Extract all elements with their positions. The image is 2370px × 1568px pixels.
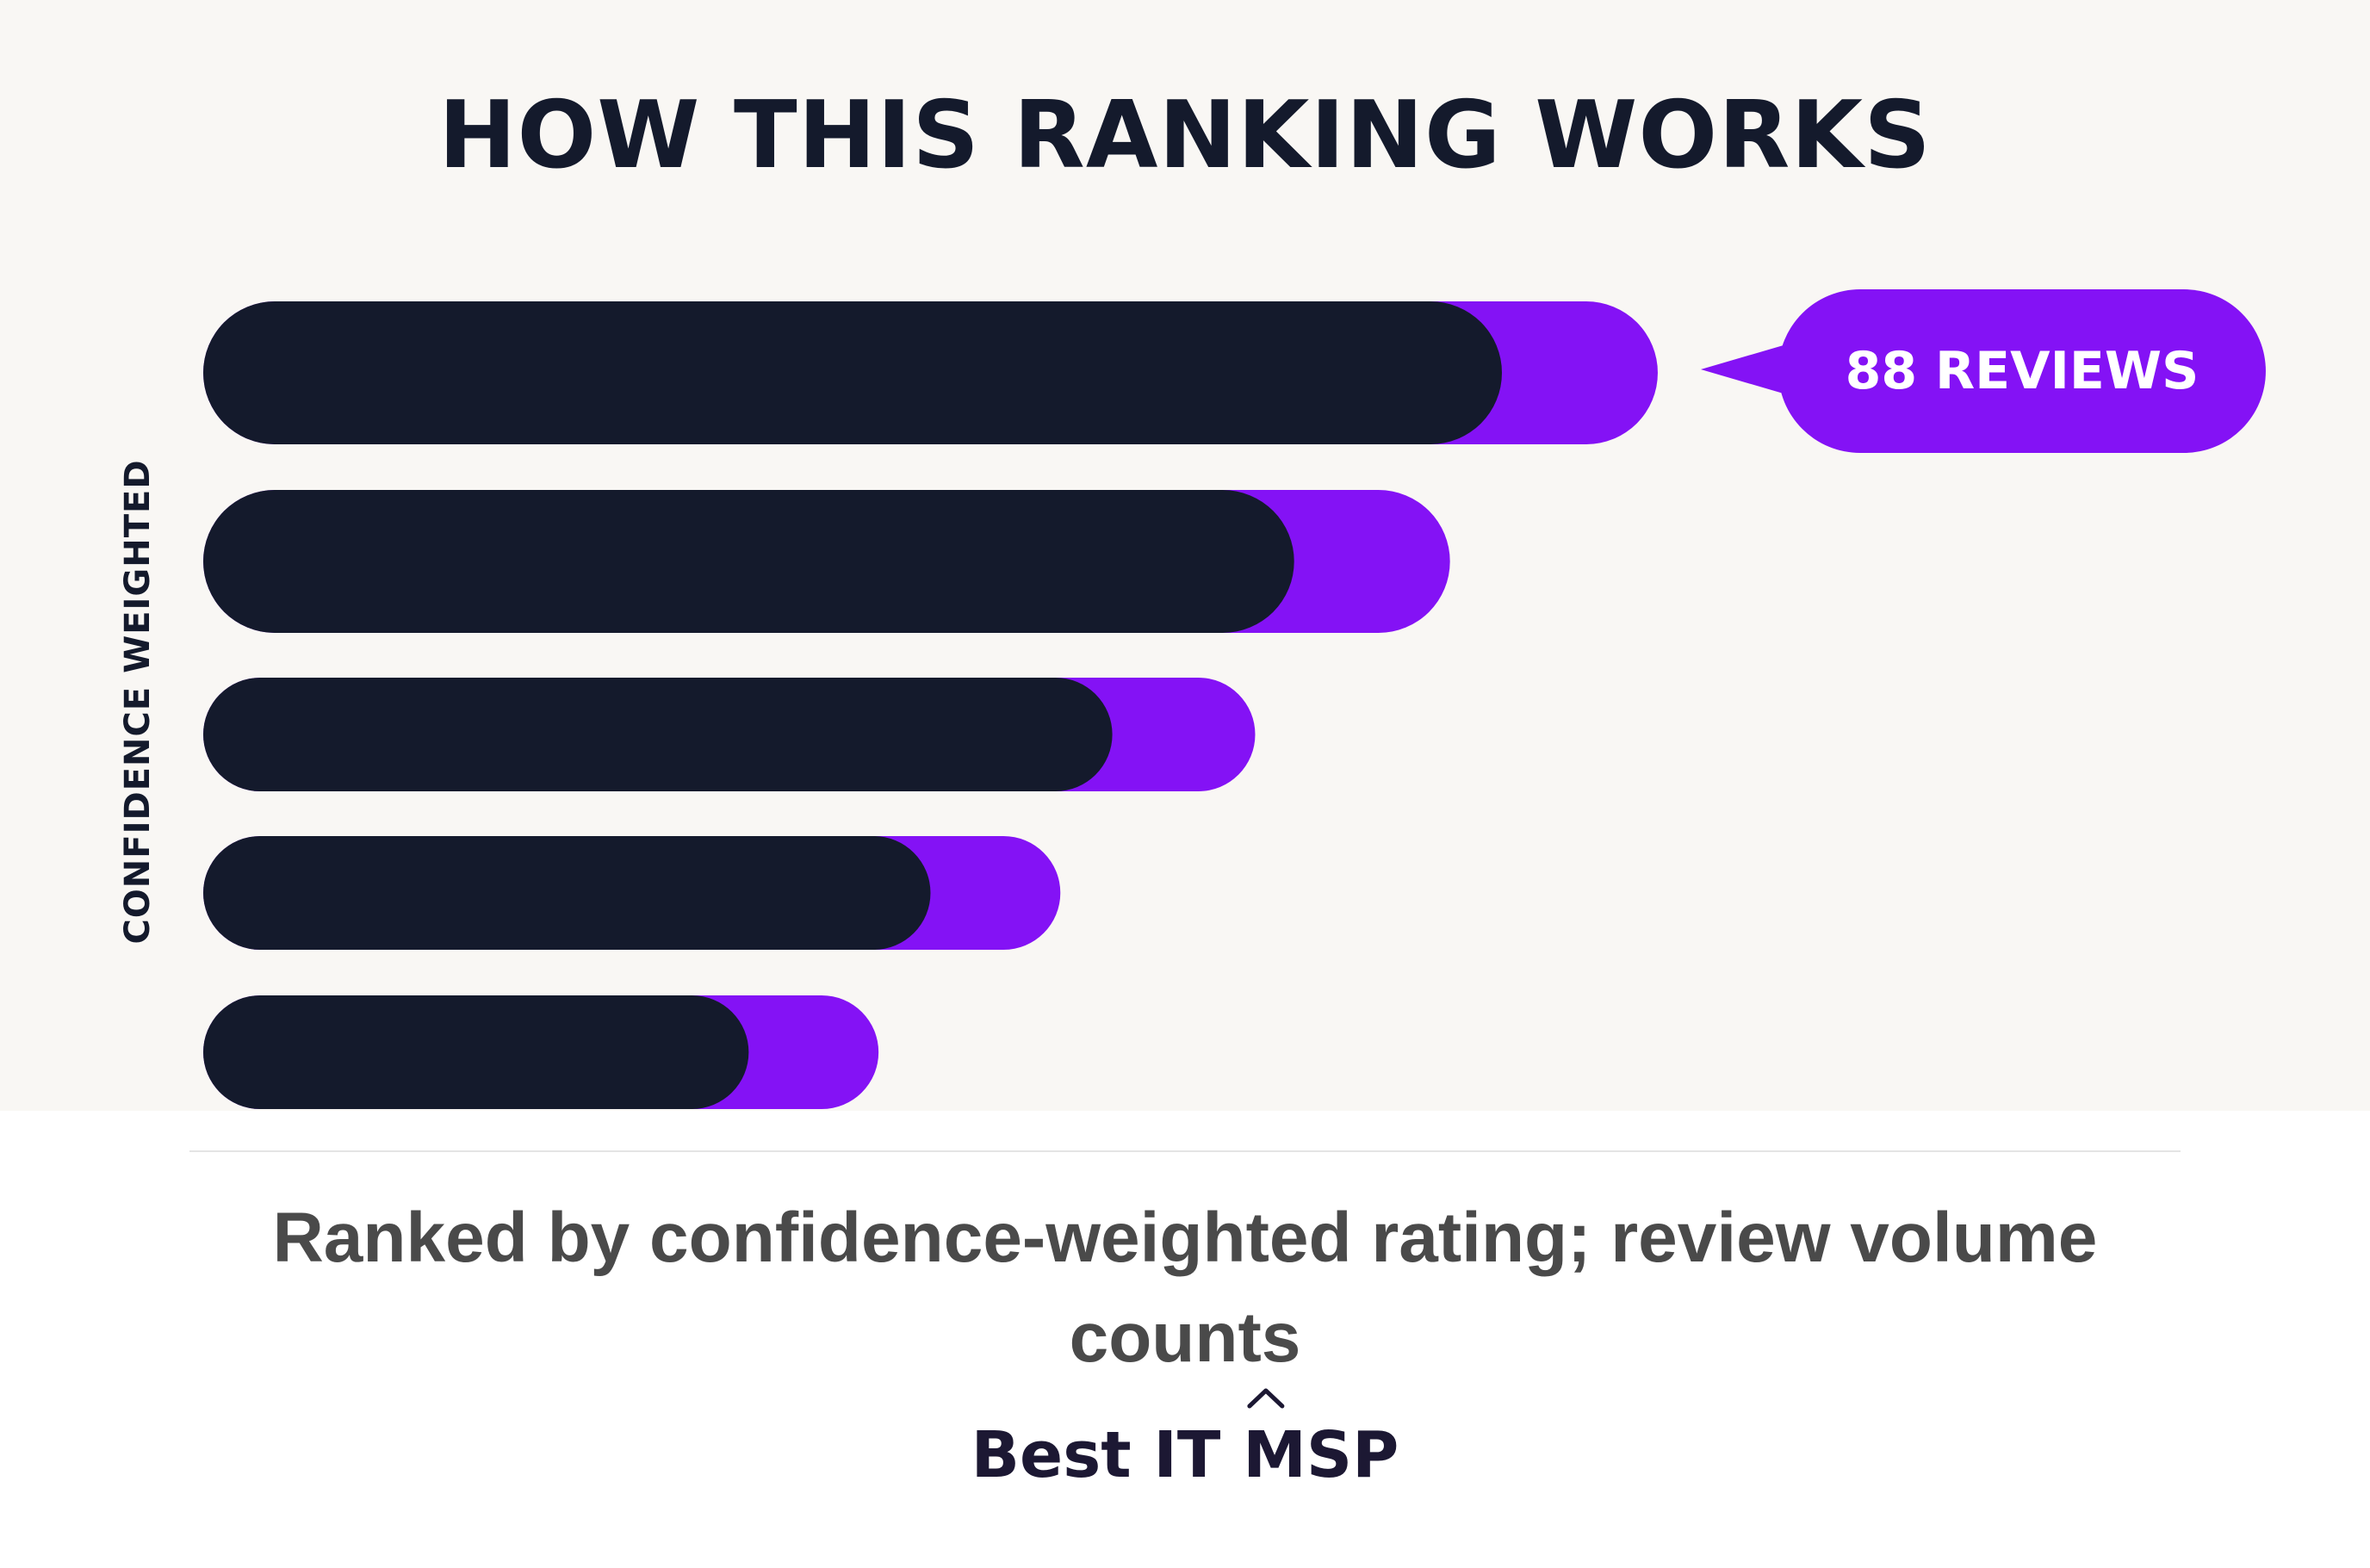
divider bbox=[189, 1150, 2181, 1152]
callout-bubble bbox=[1778, 289, 2266, 453]
bar-rating-3 bbox=[203, 678, 1113, 791]
reviews-callout: 88 REVIEWS bbox=[1700, 289, 2266, 453]
chart-caption: Ranked by confidence-weighted rating; re… bbox=[272, 1199, 2098, 1377]
bar-rating-2 bbox=[203, 490, 1294, 633]
brand-m: M bbox=[1243, 1388, 1306, 1498]
caret-up-icon bbox=[1247, 1388, 1285, 1409]
callout-label: 88 REVIEWS bbox=[1846, 341, 2199, 401]
chart-title: HOW THIS RANKING WORKS bbox=[438, 82, 1932, 189]
bars-group bbox=[203, 301, 1658, 1109]
bar-rating-1 bbox=[203, 301, 1502, 444]
brand-text-start: Best IT bbox=[971, 1418, 1244, 1492]
bar-chart: 88 REVIEWS bbox=[203, 289, 2266, 1109]
bar-rating-4 bbox=[203, 836, 931, 950]
brand-logo: Best IT MSP bbox=[0, 1388, 2370, 1498]
bar-rating-5 bbox=[203, 995, 749, 1109]
brand-text-end: SP bbox=[1306, 1418, 1399, 1492]
